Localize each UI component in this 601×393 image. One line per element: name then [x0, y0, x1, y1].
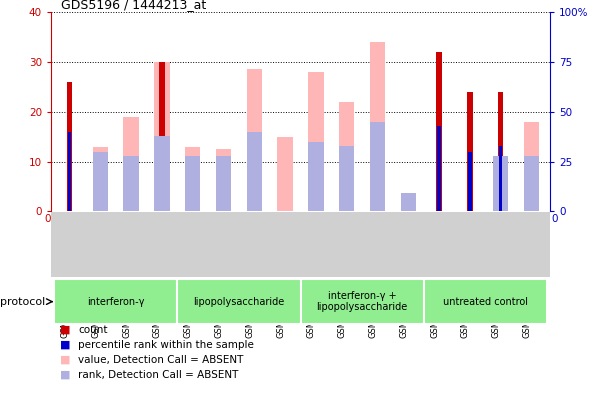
Text: 0: 0: [552, 213, 558, 224]
Text: lipopolysaccharide: lipopolysaccharide: [194, 297, 284, 307]
Bar: [177, 279, 300, 324]
Bar: [437, 126, 441, 211]
Bar: [498, 92, 504, 211]
Bar: [370, 121, 385, 211]
Text: ■: ■: [60, 370, 70, 380]
Bar: [401, 193, 416, 211]
Text: 0: 0: [44, 213, 51, 224]
Bar: [159, 62, 165, 211]
Bar: [424, 279, 547, 324]
Text: value, Detection Call = ABSENT: value, Detection Call = ABSENT: [78, 355, 243, 365]
Bar: [54, 279, 177, 324]
Text: GDS5196 / 1444213_at: GDS5196 / 1444213_at: [61, 0, 206, 11]
Bar: [246, 69, 262, 211]
Bar: [185, 147, 200, 211]
Text: ■: ■: [60, 340, 70, 350]
Text: count: count: [78, 325, 108, 335]
Bar: [339, 145, 355, 211]
Bar: [216, 156, 231, 211]
Text: interferon-γ: interferon-γ: [87, 297, 144, 307]
Text: rank, Detection Call = ABSENT: rank, Detection Call = ABSENT: [78, 370, 239, 380]
Bar: [216, 149, 231, 211]
Bar: [308, 141, 323, 211]
Bar: [278, 136, 293, 211]
Bar: [123, 117, 139, 211]
Text: interferon-γ +
lipopolysaccharide: interferon-γ + lipopolysaccharide: [317, 291, 407, 312]
Bar: [154, 62, 169, 211]
Bar: [67, 82, 72, 211]
Bar: [300, 279, 424, 324]
Bar: [123, 156, 139, 211]
Text: ■: ■: [60, 355, 70, 365]
Text: protocol: protocol: [0, 297, 45, 307]
Bar: [370, 42, 385, 211]
Bar: [499, 145, 502, 211]
Bar: [93, 147, 108, 211]
Text: percentile rank within the sample: percentile rank within the sample: [78, 340, 254, 350]
Bar: [93, 152, 108, 211]
Bar: [339, 102, 355, 211]
Text: ■: ■: [60, 325, 70, 335]
Text: untreated control: untreated control: [443, 297, 528, 307]
Bar: [308, 72, 323, 211]
Bar: [68, 132, 72, 211]
Bar: [468, 152, 472, 211]
Bar: [493, 156, 508, 211]
Bar: [185, 156, 200, 211]
Bar: [523, 121, 539, 211]
Bar: [436, 52, 442, 211]
Bar: [467, 92, 472, 211]
Bar: [154, 136, 169, 211]
Bar: [523, 156, 539, 211]
Bar: [246, 132, 262, 211]
